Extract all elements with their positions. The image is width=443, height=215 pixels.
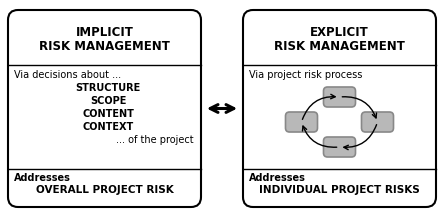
Text: ... of the project: ... of the project (117, 135, 194, 145)
Text: INDIVIDUAL PROJECT RISKS: INDIVIDUAL PROJECT RISKS (259, 185, 420, 195)
Text: Addresses: Addresses (249, 173, 306, 183)
FancyBboxPatch shape (323, 137, 355, 157)
FancyBboxPatch shape (323, 87, 355, 107)
FancyBboxPatch shape (243, 10, 436, 207)
Text: SCOPE: SCOPE (90, 96, 127, 106)
Text: RISK MANAGEMENT: RISK MANAGEMENT (274, 40, 405, 53)
FancyBboxPatch shape (8, 10, 201, 207)
Text: EXPLICIT: EXPLICIT (310, 26, 369, 39)
FancyBboxPatch shape (361, 112, 393, 132)
Text: Addresses: Addresses (14, 173, 71, 183)
Text: STRUCTURE: STRUCTURE (76, 83, 141, 93)
Text: CONTEXT: CONTEXT (83, 122, 134, 132)
Text: Via decisions about ...: Via decisions about ... (14, 70, 121, 80)
Text: Via project risk process: Via project risk process (249, 70, 362, 80)
FancyBboxPatch shape (285, 112, 318, 132)
Text: IMPLICIT: IMPLICIT (76, 26, 133, 39)
Text: OVERALL PROJECT RISK: OVERALL PROJECT RISK (35, 185, 173, 195)
Text: CONTENT: CONTENT (82, 109, 134, 119)
Text: RISK MANAGEMENT: RISK MANAGEMENT (39, 40, 170, 53)
